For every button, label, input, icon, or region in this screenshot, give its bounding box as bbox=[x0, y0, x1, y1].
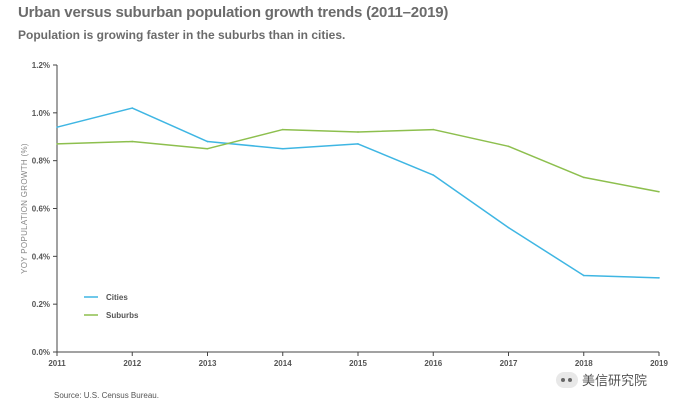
y-tick-label: 0.4% bbox=[32, 252, 50, 261]
x-axis: 2011 2012 2013 2014 2015 2016 2017 2018 2019 bbox=[48, 351, 668, 368]
y-axis-label: YOY POPULATION GROWTH (%) bbox=[20, 143, 29, 274]
y-tick-label: 1.0% bbox=[32, 109, 50, 118]
data-point-suburbs bbox=[507, 145, 510, 148]
series-line-suburbs bbox=[56, 128, 660, 193]
data-point-suburbs bbox=[281, 128, 284, 131]
watermark: 美信研究院 bbox=[556, 370, 647, 389]
legend-label-suburbs: Suburbs bbox=[106, 311, 139, 320]
data-point-cities bbox=[432, 174, 435, 176]
data-point-cities bbox=[281, 147, 284, 150]
x-tick-label: 2016 bbox=[424, 359, 442, 368]
data-point-cities bbox=[582, 274, 585, 277]
source-note: Source: U.S. Census Bureau. bbox=[54, 391, 159, 400]
x-tick-label: 2019 bbox=[650, 359, 668, 368]
data-point-suburbs bbox=[131, 140, 134, 143]
legend-label-cities: Cities bbox=[106, 293, 128, 302]
data-point-cities bbox=[206, 140, 209, 143]
watermark-text: 美信研究院 bbox=[582, 373, 648, 388]
chart-title: Urban versus suburban population growth … bbox=[18, 4, 449, 21]
data-point-suburbs bbox=[357, 131, 359, 133]
series-lines bbox=[56, 107, 660, 279]
data-point-cities bbox=[56, 126, 58, 128]
data-point-cities bbox=[131, 107, 134, 109]
x-tick-label: 2017 bbox=[500, 359, 518, 368]
data-point-suburbs bbox=[206, 147, 209, 150]
x-tick-label: 2013 bbox=[199, 359, 217, 368]
data-point-suburbs bbox=[582, 176, 585, 179]
x-tick-label: 2018 bbox=[575, 359, 593, 368]
data-point-cities bbox=[357, 143, 359, 145]
x-tick-label: 2012 bbox=[123, 359, 141, 368]
data-point-suburbs bbox=[56, 143, 58, 145]
y-tick-label: 0.8% bbox=[32, 157, 50, 166]
y-tick-label: 1.2% bbox=[32, 61, 50, 70]
y-tick-label: 0.0% bbox=[32, 348, 50, 357]
legend: Cities Suburbs bbox=[84, 293, 139, 320]
y-tick-label: 0.6% bbox=[32, 205, 50, 214]
data-point-suburbs bbox=[432, 128, 435, 131]
series-line-cities bbox=[56, 107, 660, 279]
x-tick-label: 2011 bbox=[48, 359, 66, 368]
data-point-suburbs bbox=[658, 190, 660, 193]
y-axis: 0.0% 0.2% 0.4% 0.6% 0.8% 1.0% 1.2% YOY POPULATI… bbox=[20, 61, 58, 357]
wechat-icon bbox=[556, 371, 578, 388]
data-point-cities bbox=[507, 226, 510, 229]
x-tick-label: 2015 bbox=[349, 359, 367, 368]
chart-subtitle: Population is growing faster in the subu… bbox=[18, 28, 346, 42]
data-point-cities bbox=[658, 277, 660, 279]
y-tick-label: 0.2% bbox=[32, 300, 50, 309]
x-tick-label: 2014 bbox=[274, 359, 292, 368]
